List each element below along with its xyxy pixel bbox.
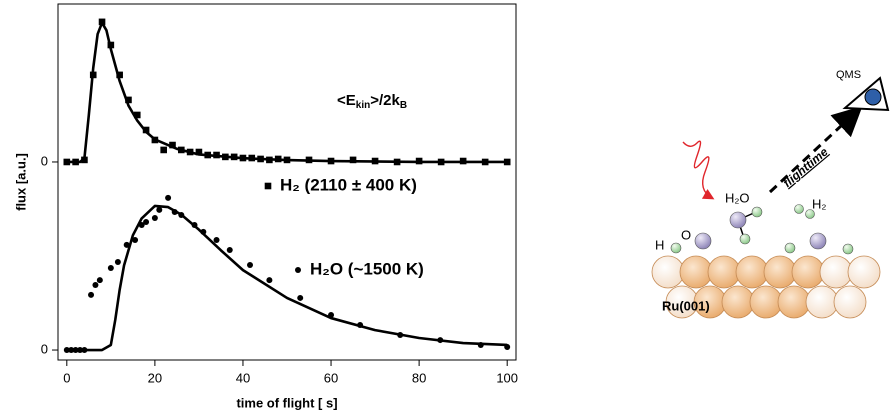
fit-line — [66, 204, 508, 352]
x-tick-label: 100 — [496, 370, 518, 385]
data-point — [133, 111, 141, 119]
data-point — [125, 96, 132, 104]
data-point — [226, 246, 233, 253]
data-point — [169, 141, 176, 149]
data-point — [156, 206, 163, 213]
oxygen-label: O — [681, 227, 691, 242]
flight-arrow — [768, 105, 863, 194]
data-point — [123, 241, 130, 248]
legend-label: H₂ (2110 ± 400 K) — [280, 175, 417, 194]
adsorbates — [670, 204, 854, 255]
data-point — [266, 277, 273, 284]
plot-frame — [57, 3, 517, 361]
fit-line — [66, 21, 508, 164]
data-point — [247, 262, 254, 269]
data-point — [195, 148, 203, 156]
surface — [651, 255, 881, 319]
data-point — [213, 237, 220, 244]
surface-label: Ru(001) — [662, 298, 710, 313]
data-point — [132, 237, 139, 244]
legend-marker — [295, 267, 301, 273]
y-tick-label: 0 — [41, 341, 48, 356]
data-point — [114, 259, 121, 266]
data-point — [96, 277, 103, 284]
chart: flux [a.u.] time of flight [ s] <Ekin>/2… — [13, 3, 518, 410]
diagram: QMS flighttime H₂O H₂ O H Ru(001) — [651, 69, 890, 319]
data-point — [297, 294, 304, 301]
qms-label: QMS — [836, 69, 861, 81]
x-tick-label: 0 — [63, 370, 70, 385]
x-tick-label: 40 — [236, 370, 250, 385]
legend-label: H₂O (~1500 K) — [310, 259, 424, 278]
annotation-part: kin — [356, 100, 370, 111]
data-point — [107, 265, 114, 272]
y-axis-label: flux [a.u.] — [13, 153, 28, 211]
x-axis-label: time of flight [ s] — [236, 395, 337, 410]
x-tick-label: 20 — [148, 370, 162, 385]
x-tick-label: 80 — [412, 370, 426, 385]
annotation-part: <E — [337, 92, 356, 109]
data-point — [92, 281, 99, 288]
water-label: H₂O — [725, 190, 750, 205]
annotation: <Ekin>/2kB — [337, 92, 407, 111]
data-point — [160, 146, 167, 154]
annotation-part: B — [400, 100, 407, 111]
data-point — [151, 215, 158, 222]
data-point — [88, 291, 95, 298]
data-point — [116, 71, 123, 79]
data-point — [165, 194, 172, 201]
h-atom-label: H — [655, 237, 664, 252]
legend-marker — [264, 182, 272, 190]
y-tick-label: 0 — [41, 153, 48, 168]
flight-label: flighttime — [780, 144, 831, 190]
laser-pulse — [682, 140, 715, 200]
data-point — [143, 218, 150, 225]
x-tick-label: 60 — [324, 370, 338, 385]
hydrogen-label: H₂ — [812, 196, 826, 211]
qms-detector — [840, 76, 890, 123]
data-point — [349, 156, 357, 164]
annotation-part: >/2k — [370, 92, 400, 109]
